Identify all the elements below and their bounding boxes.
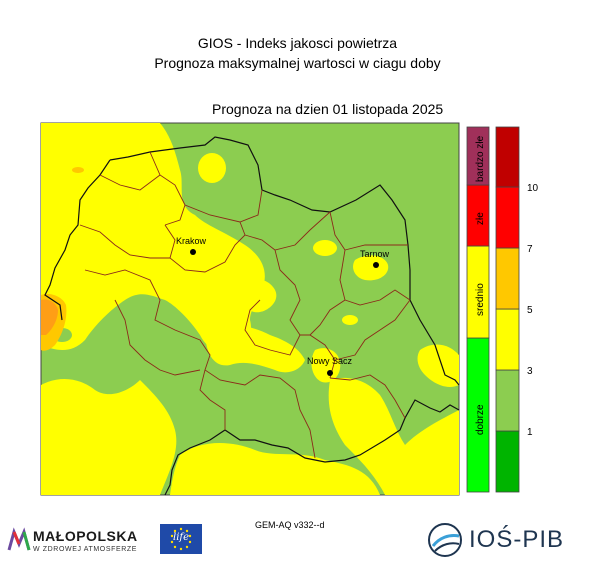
elevated-patch-northwest xyxy=(72,167,84,173)
value-tick-3: 3 xyxy=(527,366,533,377)
region-border-southeast xyxy=(329,374,406,419)
city-marker-tarnow[interactable]: Tarnow xyxy=(360,249,390,268)
value-tick-10: 10 xyxy=(527,183,539,194)
region-border-center-north xyxy=(164,204,186,226)
model-version: GEM-AQ v332--d xyxy=(255,520,325,530)
moderate-zone-krakow xyxy=(160,258,259,307)
moderate-patch-southwest xyxy=(56,432,84,448)
malopolska-logo: MAŁOPOLSKA W ZDROWEJ ATMOSFERZE xyxy=(7,522,157,562)
life-wordmark: life xyxy=(173,532,190,543)
value-legend: 1 3 5 7 10 xyxy=(495,126,539,493)
category-very-bad xyxy=(466,126,490,186)
region-border-krakow xyxy=(164,221,246,273)
value-tick-1: 1 xyxy=(527,427,533,438)
city-label-tarnow: Tarnow xyxy=(360,249,390,259)
malopolska-tagline: W ZDROWEJ ATMOSFERZE xyxy=(33,546,138,553)
category-legend: dobrze srednio złe bardzo złe xyxy=(466,126,490,493)
value-band-2 xyxy=(495,369,520,432)
moderate-zone-southeast xyxy=(328,377,459,495)
category-label-bad: złe xyxy=(475,212,486,225)
region-border-middle xyxy=(274,249,336,379)
region-border-south xyxy=(199,369,226,430)
moderate-zone-middle xyxy=(205,324,305,373)
city-marker-krakow[interactable]: Krakow xyxy=(176,236,207,255)
city-marker-nowy-sacz[interactable]: Nowy Sacz xyxy=(307,356,353,376)
category-label-moderate: srednio xyxy=(475,283,486,316)
map-title: GIOS - Indeks jakosci powietrza xyxy=(197,35,398,51)
region-border-tarnow xyxy=(309,211,346,336)
region-border-west xyxy=(79,224,170,259)
value-tick-7: 7 xyxy=(527,244,533,255)
city-label-nowy-sacz: Nowy Sacz xyxy=(307,356,353,366)
forecast-date: Prognoza na dzien 01 listopada 2025 xyxy=(212,101,444,117)
value-band-3 xyxy=(495,308,520,371)
moderate-zone-south xyxy=(170,443,380,495)
moderate-zone-southwest xyxy=(41,378,177,495)
region-border-center xyxy=(244,211,331,251)
ios-pib-wordmark: IOŚ-PIB xyxy=(469,526,565,553)
value-band-4 xyxy=(495,247,520,310)
malopolska-m-icon xyxy=(7,527,31,551)
malopolska-wordmark: MAŁOPOLSKA xyxy=(33,528,138,544)
region-border-sacz xyxy=(334,299,411,361)
region-border-far-west xyxy=(114,299,201,376)
moderate-zone-tarnow xyxy=(353,255,389,281)
moderate-patch-north xyxy=(198,153,226,183)
ios-pib-emblem-icon xyxy=(428,523,462,557)
region-border-north xyxy=(149,151,263,223)
value-band-1 xyxy=(495,430,520,493)
value-tick-5: 5 xyxy=(527,305,533,316)
ios-pib-logo: IOŚ-PIB xyxy=(425,520,565,560)
city-label-krakow: Krakow xyxy=(176,236,207,246)
region-border-northwest xyxy=(99,174,161,191)
region-border-southwest xyxy=(84,269,316,459)
moderate-zone-central xyxy=(238,278,277,313)
moderate-patch-east xyxy=(342,315,358,325)
value-band-6 xyxy=(495,126,520,188)
value-band-5 xyxy=(495,186,520,249)
eu-flag-icon xyxy=(160,524,202,554)
map-subtitle: Prognoza maksymalnej wartosci w ciagu do… xyxy=(154,55,441,71)
high-zone-west xyxy=(41,299,58,335)
category-label-very-bad: bardzo złe xyxy=(475,135,486,182)
category-label-good: dobrze xyxy=(475,404,486,435)
region-border-east xyxy=(344,244,408,251)
region-border-tarnow-south xyxy=(344,289,411,306)
moderate-patch-northeast xyxy=(313,240,337,256)
eu-life-logo: life xyxy=(160,524,202,554)
region-border-mid-south xyxy=(244,299,301,356)
